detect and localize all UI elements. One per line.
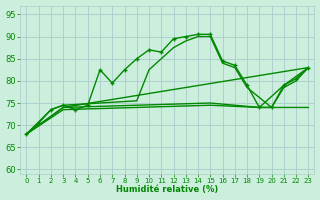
X-axis label: Humidité relative (%): Humidité relative (%) — [116, 185, 219, 194]
